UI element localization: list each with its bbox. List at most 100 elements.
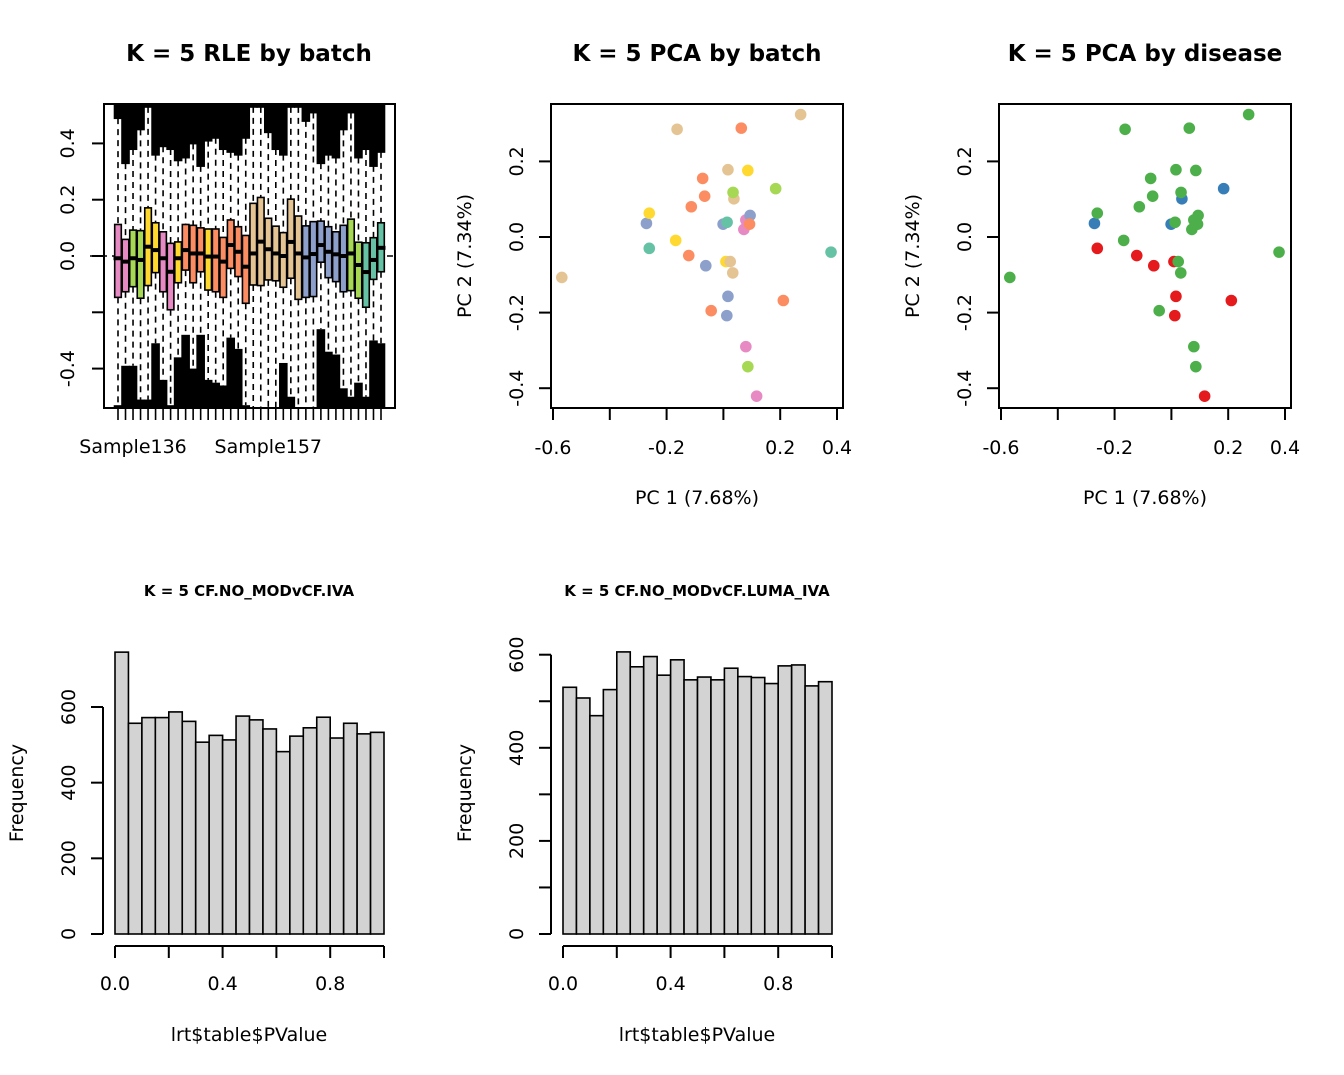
hist-ytick-label: 400	[58, 765, 80, 801]
pca-ytick-label: -0.2	[506, 294, 528, 331]
pca-disease-title: K = 5 PCA by disease	[1008, 41, 1283, 67]
pca-point	[1174, 267, 1187, 279]
rle-outliers-lower	[128, 365, 138, 407]
rle-box	[113, 223, 123, 299]
pca-point	[721, 216, 733, 229]
rle-box	[361, 241, 371, 309]
hist-bar	[710, 679, 726, 935]
rle-outliers-lower	[354, 382, 363, 407]
rle-box	[136, 229, 145, 300]
hist-bar	[168, 711, 184, 935]
hist-xtick-label: 0.8	[763, 973, 793, 995]
pca-point	[1088, 217, 1101, 230]
pca-point	[1133, 200, 1146, 213]
pca-disease-axes: -0.6 -0.2 0.2 0.4 -0.4 -0.2 0.0 0.2	[954, 103, 1300, 459]
rle-outliers-lower	[369, 340, 378, 407]
pca-point	[1144, 172, 1157, 185]
hist-bar	[763, 682, 779, 935]
rle-outliers-upper	[233, 105, 243, 156]
pca-point	[643, 207, 656, 219]
hist-bar	[141, 716, 157, 935]
hist-xtick-label: 0.0	[548, 973, 578, 995]
hist-bar	[750, 676, 766, 935]
rle-outliers-upper	[151, 105, 160, 156]
rle-outliers-upper	[121, 105, 130, 165]
pca-point	[722, 290, 734, 303]
rle-outliers-lower	[121, 365, 130, 407]
pca-point	[1188, 340, 1200, 353]
hist-ytick-label: 0	[58, 928, 80, 940]
hist-bar	[342, 722, 358, 935]
hist-bar	[642, 655, 658, 935]
pca-xtick-label: 0.2	[765, 437, 795, 459]
pca-point	[1147, 259, 1160, 272]
pca-point	[794, 108, 807, 121]
hist-bar	[817, 680, 833, 935]
hist-bar	[790, 664, 806, 935]
rle-outliers-lower	[173, 357, 183, 407]
pca-point	[1130, 249, 1143, 262]
hist-bar	[262, 728, 278, 935]
pca-ytick-label: 0.0	[954, 222, 976, 252]
hist-luma-iva-xlabel: lrt$table$PValue	[619, 1024, 775, 1046]
hist-iva-xlabel: lrt$table$PValue	[171, 1024, 327, 1046]
pca-ytick-label: 0.0	[506, 222, 528, 252]
rle-outliers-lower	[143, 399, 153, 407]
pca-point	[671, 123, 683, 136]
rle-outliers-upper	[241, 105, 251, 139]
rle-box	[174, 241, 183, 284]
pca-point	[1169, 216, 1181, 229]
hist-bar	[221, 739, 237, 935]
pca-point	[685, 200, 698, 213]
hist-bar	[777, 665, 793, 935]
rle-box	[196, 227, 205, 273]
pca-point	[1192, 209, 1204, 222]
pca-point	[643, 242, 656, 255]
rle-outliers-upper	[248, 105, 258, 108]
pca-point	[1191, 218, 1204, 230]
pca-point	[1091, 242, 1104, 255]
hist-bar	[562, 686, 578, 935]
hist-bar	[615, 651, 632, 935]
hist-iva-bars	[114, 651, 385, 935]
rle-outliers-lower	[279, 362, 288, 407]
rle-outliers-upper	[226, 105, 236, 153]
rle-box	[301, 225, 310, 299]
rle-ytick-label: 0.4	[57, 128, 79, 158]
pca-point	[777, 294, 790, 307]
pca-point	[750, 390, 763, 402]
rle-box	[158, 230, 168, 293]
rle-outliers-upper	[128, 105, 138, 151]
hist-bar	[302, 727, 318, 935]
rle-outliers-upper	[294, 105, 303, 108]
hist-ytick-label: 0	[506, 928, 528, 940]
pca-disease-ylabel: PC 2 (7.34%)	[902, 194, 924, 318]
rle-outliers-upper	[309, 105, 318, 114]
pca-point	[724, 255, 737, 268]
pca-point	[1172, 255, 1185, 268]
rle-box	[331, 230, 341, 283]
rle-outliers-lower	[316, 329, 326, 407]
rle-outliers-upper	[346, 105, 356, 114]
rle-outliers-upper	[173, 105, 183, 162]
pca-point	[1190, 360, 1202, 373]
rle-title: K = 5 RLE by batch	[126, 41, 372, 67]
hist-bar	[154, 716, 170, 935]
rle-box	[316, 220, 325, 263]
pca-point	[1190, 164, 1202, 177]
hist-luma-iva-ylabel: Frequency	[454, 744, 476, 842]
hist-xtick-label: 0.0	[100, 973, 130, 995]
hist-luma-iva-panel: K = 5 CF.NO_MODvCF.LUMA_IVA lrt$table$PV…	[454, 582, 833, 1046]
pca-point	[742, 164, 754, 177]
pca-batch-panel: K = 5 PCA by batch PC 1 (7.68%) PC 2 (7.…	[454, 41, 852, 509]
rle-box	[241, 234, 250, 305]
rle-outliers-upper	[354, 105, 363, 159]
rle-outliers-lower	[233, 348, 243, 407]
pca-point	[735, 122, 748, 134]
rle-outliers-lower	[286, 396, 296, 407]
hist-iva-title: K = 5 CF.NO_MODvCF.IVA	[144, 582, 355, 600]
rle-outliers-upper	[263, 105, 273, 134]
rle-xtick-label: Sample157	[215, 436, 323, 458]
hist-iva-ylabel: Frequency	[6, 744, 28, 842]
